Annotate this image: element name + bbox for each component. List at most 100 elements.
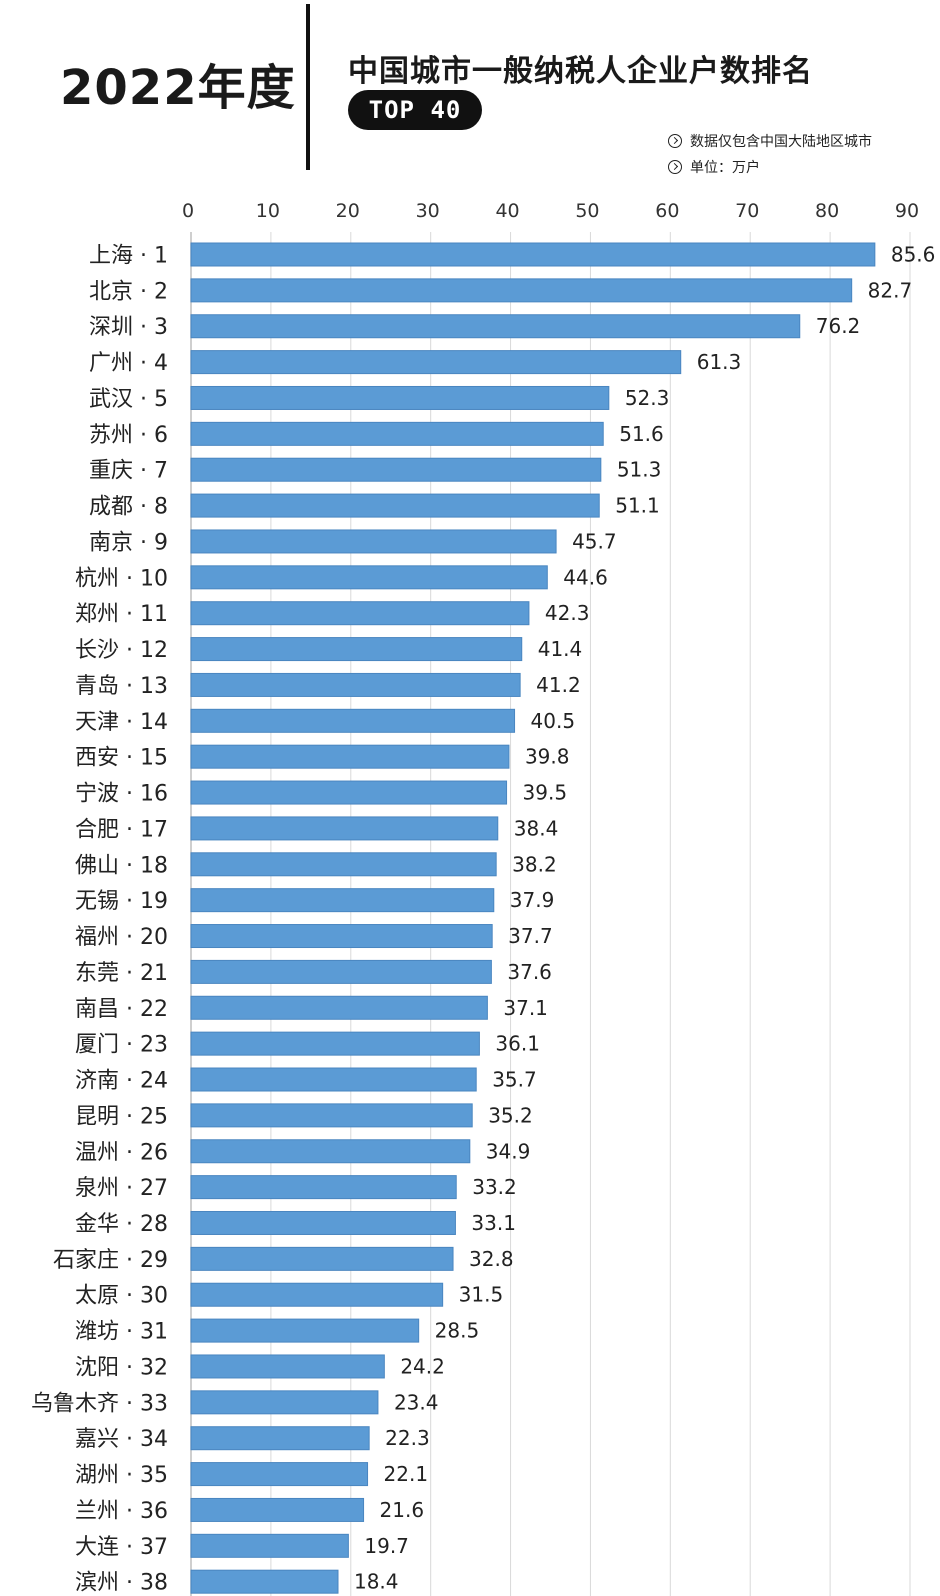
value-label: 21.6 (380, 1498, 425, 1522)
value-label: 31.5 (459, 1283, 504, 1307)
bar (190, 314, 801, 339)
category-label: 滨州 · 38 (75, 1571, 168, 1596)
note-unit-text: 单位：万户 (690, 160, 760, 176)
category-label: 南京 · 9 (89, 530, 168, 555)
category-label: 佛山 · 18 (75, 853, 168, 878)
bar (190, 242, 876, 267)
category-label: 长沙 · 12 (75, 638, 168, 663)
value-label: 42.3 (545, 601, 590, 625)
bar (190, 278, 853, 303)
bar (190, 1318, 420, 1343)
value-label: 34.9 (486, 1139, 531, 1163)
bar (190, 1210, 456, 1235)
value-label: 51.6 (619, 422, 664, 446)
category-label: 湖州 · 35 (75, 1463, 168, 1488)
bar (190, 816, 499, 841)
bar (190, 924, 493, 949)
value-label: 40.5 (531, 709, 576, 733)
category-label: 济南 · 24 (75, 1069, 168, 1094)
value-label: 76.2 (816, 314, 861, 338)
value-label: 45.7 (572, 529, 617, 553)
bar (190, 565, 548, 590)
value-label: 38.2 (512, 852, 557, 876)
value-label: 33.1 (471, 1211, 516, 1235)
bar (190, 1175, 457, 1200)
value-label: 61.3 (697, 350, 742, 374)
bar (190, 672, 521, 697)
x-tick-label: 90 (895, 200, 919, 222)
value-label: 37.6 (507, 960, 552, 984)
category-label: 广州 · 4 (89, 351, 168, 376)
bar (190, 1497, 365, 1522)
value-label: 39.5 (523, 781, 568, 805)
category-label: 青岛 · 13 (75, 674, 168, 699)
header-divider (306, 4, 310, 170)
arrow-circle-icon (668, 134, 682, 148)
bar (190, 637, 523, 662)
category-label: 北京 · 2 (89, 279, 168, 304)
value-label: 35.7 (492, 1068, 537, 1092)
category-label: 西安 · 15 (75, 746, 168, 771)
category-label: 杭州 · 10 (75, 566, 168, 591)
x-tick-label: 0 (182, 200, 194, 222)
bar (190, 1426, 370, 1451)
value-label: 39.8 (525, 745, 570, 769)
category-label: 重庆 · 7 (89, 459, 168, 484)
bar (190, 1282, 444, 1307)
category-label: 成都 · 8 (89, 495, 168, 520)
value-label: 85.6 (891, 243, 936, 267)
category-label: 大连 · 37 (75, 1535, 168, 1560)
bar (190, 888, 495, 913)
x-tick-label: 50 (575, 200, 599, 222)
value-label: 18.4 (354, 1570, 399, 1594)
value-label: 32.8 (469, 1247, 514, 1271)
category-label: 东莞 · 21 (75, 961, 168, 986)
x-tick-label: 30 (416, 200, 440, 222)
bar (190, 457, 602, 482)
x-tick-label: 10 (256, 200, 280, 222)
top40-badge: TOP 40 (348, 90, 482, 130)
value-label: 41.4 (538, 637, 583, 661)
bar (190, 744, 510, 769)
x-tick-label: 60 (655, 200, 679, 222)
value-label: 37.9 (510, 888, 555, 912)
x-tick-label: 40 (495, 200, 519, 222)
value-label: 19.7 (364, 1534, 409, 1558)
note-scope-text: 数据仅包含中国大陆地区城市 (690, 134, 872, 150)
value-label: 22.3 (385, 1426, 430, 1450)
note-scope: 数据仅包含中国大陆地区城市 (668, 131, 872, 151)
value-label: 51.3 (617, 458, 662, 482)
bar (190, 601, 530, 626)
category-label: 潍坊 · 31 (75, 1320, 168, 1345)
category-label: 深圳 · 3 (89, 315, 168, 340)
value-label: 37.1 (503, 996, 548, 1020)
x-tick-label: 20 (336, 200, 360, 222)
category-label: 乌鲁木齐 · 33 (31, 1391, 168, 1416)
bar (190, 708, 516, 733)
bar (190, 350, 682, 375)
bar (190, 385, 610, 410)
category-label: 泉州 · 27 (75, 1176, 168, 1201)
bar (190, 1354, 385, 1379)
category-label: 金华 · 28 (75, 1212, 168, 1237)
category-label: 嘉兴 · 34 (75, 1427, 168, 1452)
bar (190, 529, 557, 554)
category-label: 天津 · 14 (75, 710, 168, 735)
bar (190, 493, 600, 518)
note-unit: 单位：万户 (668, 157, 760, 177)
chart-title: 中国城市一般纳税人企业户数排名 (348, 54, 813, 89)
category-label: 郑州 · 11 (75, 602, 168, 627)
category-label: 兰州 · 36 (75, 1499, 168, 1524)
bar (190, 959, 492, 984)
arrow-circle-icon (668, 160, 682, 174)
bar (190, 1031, 480, 1056)
value-label: 33.2 (472, 1175, 517, 1199)
value-label: 35.2 (488, 1103, 533, 1127)
value-label: 22.1 (384, 1462, 429, 1486)
x-tick-label: 70 (735, 200, 759, 222)
bar (190, 1533, 349, 1558)
bar (190, 1462, 369, 1487)
x-tick-label: 80 (815, 200, 839, 222)
bar (190, 995, 488, 1020)
bar (190, 1139, 471, 1164)
